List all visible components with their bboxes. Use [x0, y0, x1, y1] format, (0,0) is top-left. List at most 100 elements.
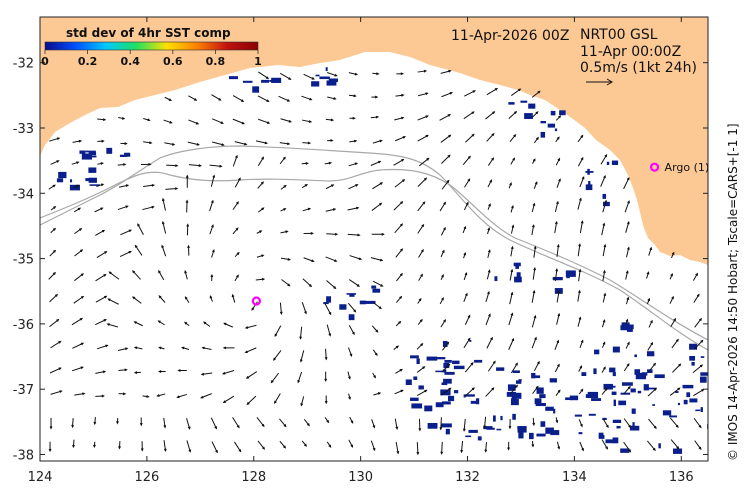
current-vector: [510, 362, 518, 374]
sst-patch: [444, 359, 452, 363]
current-vector: [209, 199, 214, 212]
sst-patch: [424, 405, 433, 412]
current-vector: [418, 273, 423, 281]
current-vector: [177, 369, 187, 372]
current-vector: [533, 360, 540, 372]
current-vector: [233, 441, 242, 453]
sst-patch: [569, 395, 579, 401]
sst-patch: [675, 391, 679, 393]
sst-patch: [427, 423, 438, 429]
current-vector: [579, 176, 585, 188]
current-vector: [577, 243, 582, 257]
current-vector: [49, 318, 60, 328]
sst-patch: [565, 397, 574, 401]
sst-patch: [634, 354, 637, 358]
current-vector: [97, 139, 105, 143]
current-vector: [555, 115, 562, 121]
current-vector: [486, 87, 499, 96]
current-vector: [349, 139, 358, 143]
sst-patch: [545, 427, 554, 434]
current-vector: [417, 201, 426, 212]
sst-patch: [365, 300, 376, 304]
current-vector: [97, 118, 107, 122]
current-vector: [279, 156, 286, 165]
sst-patch: [434, 357, 446, 360]
sst-patch: [553, 408, 556, 414]
current-vector: [301, 162, 309, 165]
current-vector: [556, 243, 560, 257]
sst-patch: [647, 387, 657, 390]
current-vector: [303, 419, 310, 427]
current-vector: [349, 279, 360, 287]
sst-patch: [603, 383, 613, 390]
colorbar-tick-label: 0.6: [163, 55, 183, 68]
current-vector: [96, 344, 109, 350]
sst-patch: [445, 428, 450, 435]
current-vector: [327, 71, 338, 77]
current-vector: [212, 141, 225, 146]
sst-patch: [79, 150, 86, 154]
current-vector: [251, 301, 258, 311]
current-vector: [554, 200, 559, 212]
current-vector: [326, 324, 332, 337]
current-vector: [234, 141, 248, 146]
colorbar-gradient: [44, 41, 259, 51]
current-vector: [370, 115, 380, 119]
current-vector: [187, 141, 200, 146]
current-vector: [187, 244, 190, 256]
sst-patch: [618, 400, 627, 406]
sst-patch: [620, 448, 630, 453]
current-vector: [184, 270, 188, 280]
sst-patch: [411, 403, 423, 409]
current-vector: [50, 206, 57, 211]
current-vector: [184, 321, 190, 327]
current-vector: [394, 389, 404, 395]
current-vector: [440, 441, 444, 455]
current-vector: [486, 336, 493, 349]
colorbar-tick-label: 0.8: [206, 55, 226, 68]
current-vector: [49, 417, 53, 430]
current-vector: [440, 274, 444, 280]
colorbar: std dev of 4hr SST comp 0 0.2 0.4 0.6 0.8 1: [41, 26, 262, 68]
current-vector: [181, 346, 190, 350]
sst-patch: [540, 421, 546, 427]
y-axis-ticks: -32 -33 -34 -35 -36 -37 -38: [13, 57, 708, 463]
current-vector: [280, 118, 293, 123]
current-vector: [73, 207, 82, 213]
current-vector: [692, 272, 698, 281]
sst-patch: [435, 370, 444, 373]
current-vector: [349, 255, 363, 261]
current-vector: [508, 419, 512, 430]
current-vector: [625, 220, 630, 233]
current-vector: [94, 207, 104, 213]
map-title: 11-Apr-2026 00Z: [451, 28, 569, 44]
sst-patch: [605, 439, 615, 444]
current-vector: [209, 295, 213, 302]
current-vector: [440, 387, 452, 396]
current-vector: [258, 118, 271, 124]
current-vector: [669, 417, 679, 428]
current-vector: [297, 371, 303, 384]
sst-patch: [88, 167, 97, 173]
current-vector: [120, 142, 128, 145]
sst-patch: [540, 121, 547, 124]
current-vector: [97, 162, 104, 165]
sst-patch: [594, 349, 600, 355]
current-vector: [137, 223, 144, 235]
sst-patch: [81, 153, 92, 160]
current-vector: [143, 141, 153, 145]
current-vector: [602, 199, 608, 213]
current-vector: [485, 290, 490, 303]
sst-patch: [413, 376, 418, 380]
sst-patch: [85, 178, 91, 182]
y-tick-label: -37: [13, 383, 34, 398]
vector-scale-label: 0.5m/s (1kt 24h): [580, 60, 697, 76]
sst-patch: [662, 410, 672, 416]
current-vector: [487, 227, 491, 235]
y-tick-label: -38: [13, 448, 34, 463]
current-vector: [325, 256, 338, 262]
current-vector: [508, 182, 512, 189]
current-vector: [185, 199, 189, 213]
current-vector: [647, 440, 656, 452]
